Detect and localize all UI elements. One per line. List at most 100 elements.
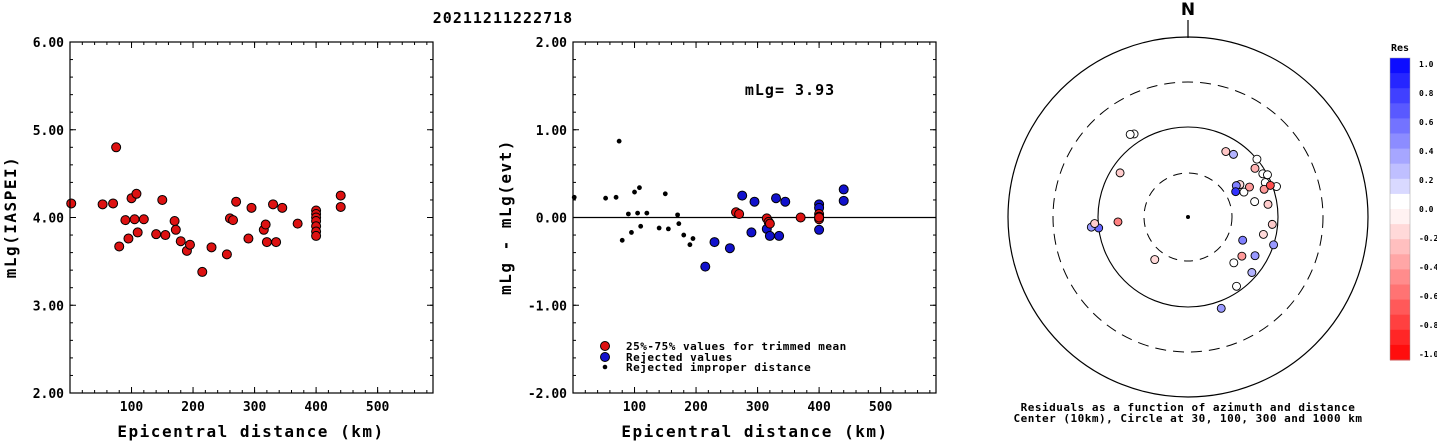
left-data-point (169, 216, 180, 227)
improper-distance-point (656, 225, 662, 231)
residual-point (1238, 235, 1248, 245)
colorbar-segment (1390, 163, 1410, 180)
legend-accepted-marker (600, 341, 610, 351)
left-data-point (261, 237, 272, 248)
improper-distance-point (619, 237, 625, 243)
left-ylabel: mLg(IASPEI) (1, 156, 20, 278)
colorbar-segment (1390, 133, 1410, 150)
left-ytick-label: 4.00 (33, 212, 64, 227)
middle-ytick-label: 1.00 (536, 124, 567, 139)
trimmed-mean-point (734, 208, 745, 219)
residual-point (1232, 281, 1241, 291)
colorbar-segment (1390, 344, 1410, 361)
colorbar-segment (1390, 193, 1410, 210)
colorbar-tick-label: -0.6 (1419, 292, 1437, 301)
middle-ytick-label: -1.00 (528, 299, 567, 314)
left-ytick-label: 2.00 (33, 387, 64, 402)
left-xlabel: Epicentral distance (km) (117, 422, 384, 441)
colorbar-segment (1390, 209, 1410, 225)
left-data-point (260, 219, 271, 230)
left-data-point (120, 215, 131, 226)
left-data-point (97, 199, 108, 210)
left-data-point (335, 190, 346, 201)
residual-point (1125, 129, 1135, 139)
legend-rejected-marker (600, 352, 610, 362)
middle-xtick-label: 300 (746, 400, 770, 415)
left-data-point (129, 214, 140, 225)
rejected-point (838, 184, 849, 195)
left-ytick-label: 6.00 (33, 36, 64, 51)
improper-distance-point (676, 221, 682, 227)
middle-xlabel: Epicentral distance (km) (621, 422, 888, 441)
circle-100km (1097, 126, 1279, 308)
colorbar-segment (1390, 299, 1410, 316)
left-data-point (292, 218, 303, 229)
residual-point (1250, 197, 1260, 207)
colorbar-tick-label: 0.2 (1419, 176, 1434, 185)
left-data-point (111, 142, 122, 153)
colorbar (1389, 57, 1411, 361)
legend-improper-label: Rejected improper distance (626, 361, 811, 374)
caption-line-2: Center (10km), Circle at 30, 100, 300 an… (1013, 412, 1362, 425)
residual-point (1263, 199, 1273, 209)
improper-distance-point (632, 189, 637, 195)
rejected-point (709, 237, 720, 248)
colorbar-segment (1390, 88, 1410, 104)
improper-distance-point (644, 210, 650, 216)
colorbar-segment (1390, 103, 1410, 119)
improper-distance-point (635, 210, 641, 216)
rejected-point (814, 224, 825, 235)
residual-point (1245, 182, 1254, 192)
colorbar-frame (1389, 57, 1411, 361)
left-data-point (271, 237, 282, 248)
left-ticks: 2.00 3.00 4.00 5.00 6.00 100 200 300 400 500 (33, 36, 433, 415)
rejected-point (737, 190, 748, 201)
left-data-point (66, 198, 77, 209)
colorbar-segment (1390, 284, 1410, 301)
rejected-point (838, 195, 849, 206)
left-data-point (108, 198, 119, 209)
colorbar-title: Res (1391, 43, 1409, 54)
middle-ytick-label: 2.00 (536, 36, 567, 51)
residual-point (1269, 240, 1279, 250)
colorbar-tick-label: 0.4 (1419, 147, 1434, 156)
figure-title: 20211211222718 (433, 9, 573, 27)
middle-xtick-label: 500 (869, 400, 893, 415)
residual-point (1113, 217, 1123, 227)
residual-point (1250, 251, 1260, 261)
mlg-annotation: mLg= 3.93 (745, 81, 835, 99)
left-data-point (138, 214, 149, 225)
middle-points (571, 138, 849, 272)
rejected-point (774, 230, 785, 241)
colorbar-segment (1390, 178, 1410, 195)
colorbar-tick-label: 1.0 (1419, 60, 1434, 69)
improper-distance-point (687, 242, 693, 248)
residual-point (1229, 149, 1238, 159)
legend-accepted-label: 25%-75% values for trimmed mean (626, 340, 847, 353)
colorbar-segment (1390, 314, 1410, 331)
colorbar-tick-label: -0.8 (1419, 321, 1437, 330)
improper-distance-point (675, 212, 680, 218)
left-data-point (335, 201, 346, 212)
left-plot-frame (69, 41, 434, 394)
left-xtick-label: 100 (120, 400, 144, 415)
colorbar-segment (1390, 239, 1410, 255)
trimmed-mean-point (795, 212, 806, 223)
improper-distance-point (603, 195, 609, 201)
left-points (66, 142, 346, 277)
left-xtick-label: 500 (366, 400, 390, 415)
residual-point (1250, 163, 1260, 173)
center-dot (1186, 215, 1190, 219)
caption-line-1: Residuals as a function of azimuth and d… (1021, 401, 1356, 414)
rejected-point (700, 261, 711, 272)
residual-point (1258, 229, 1268, 239)
colorbar-tick-label: -0.2 (1419, 234, 1437, 243)
colorbar-segment (1390, 254, 1410, 270)
colorbar-tick-label: -0.4 (1419, 263, 1437, 272)
left-xtick-label: 200 (181, 400, 205, 415)
left-data-point (123, 233, 134, 244)
residual-point (1267, 219, 1277, 229)
residual-point (1115, 168, 1125, 178)
left-data-point (311, 230, 322, 241)
left-data-point (114, 241, 125, 252)
